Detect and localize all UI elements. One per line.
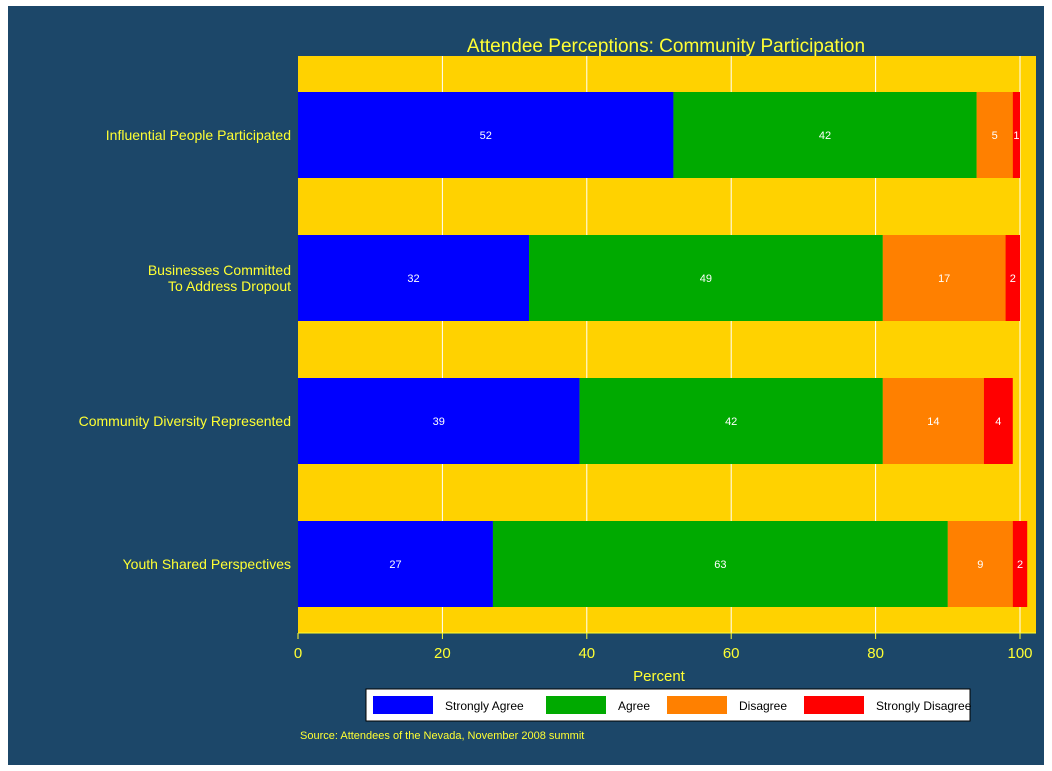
bar-value-label: 2 — [1017, 559, 1023, 571]
legend-swatch — [667, 696, 727, 714]
category-labels: Influential People Participated Businesse… — [79, 127, 292, 572]
chart-frame: Attendee Perceptions: Community Particip… — [8, 6, 1044, 765]
x-tick-label: 80 — [867, 645, 884, 662]
bar-segment — [492, 521, 948, 607]
bar-value-label: 39 — [433, 416, 445, 428]
bars: 52 42 5 1 32 49 17 2 39 42 14 4 27 63 9 2 — [298, 92, 1028, 607]
bar-segment — [673, 92, 977, 178]
x-tick-label: 100 — [1007, 645, 1032, 662]
category-label: Community Diversity Represented — [79, 413, 291, 429]
category-label: Influential People Participated — [106, 127, 291, 143]
x-tick-label: 0 — [294, 645, 302, 662]
bar-segment — [1012, 521, 1028, 607]
bar-segment — [1012, 92, 1020, 178]
bar-value-label: 42 — [819, 130, 831, 142]
legend-label: Disagree — [739, 699, 787, 713]
bar-segment — [1005, 235, 1020, 321]
x-axis: 0 20 40 60 80 100 — [294, 632, 1036, 662]
category-label: Businesses Committed — [148, 262, 291, 278]
bar-value-label: 1 — [1013, 130, 1019, 142]
legend-swatch — [546, 696, 606, 714]
category-label: Youth Shared Perspectives — [123, 556, 291, 572]
bar-value-label: 27 — [389, 559, 401, 571]
bar-value-label: 2 — [1010, 273, 1016, 285]
bar-segment — [298, 521, 493, 607]
bar-segment — [298, 378, 580, 464]
bar-segment — [579, 378, 883, 464]
x-axis-label: Percent — [633, 668, 686, 685]
legend: Strongly Agree Agree Disagree Strongly Disa… — [365, 688, 972, 722]
bar-segment — [298, 235, 530, 321]
bar-value-label: 5 — [992, 130, 998, 142]
category-label: To Address Dropout — [168, 278, 291, 294]
bar-value-label: 49 — [700, 273, 712, 285]
bar-segment — [298, 92, 674, 178]
stacked-bar-chart: Attendee Perceptions: Community Particip… — [79, 36, 1036, 742]
bar-segment — [983, 378, 1013, 464]
bar-value-label: 52 — [480, 130, 492, 142]
x-tick-label: 40 — [578, 645, 595, 662]
bar-value-label: 4 — [995, 416, 1001, 428]
x-tick-label: 60 — [723, 645, 740, 662]
legend-label: Strongly Agree — [445, 699, 524, 713]
source-note: Source: Attendees of the Nevada, Novembe… — [300, 730, 584, 742]
legend-swatch — [804, 696, 864, 714]
bar-value-label: 32 — [407, 273, 419, 285]
legend-label: Agree — [618, 699, 650, 713]
bar-segment — [976, 92, 1013, 178]
bar-value-label: 42 — [725, 416, 737, 428]
bar-segment — [882, 235, 1006, 321]
bar-segment — [947, 521, 1013, 607]
bar-value-label: 17 — [938, 273, 950, 285]
bar-value-label: 63 — [714, 559, 726, 571]
bar-segment — [529, 235, 883, 321]
bar-segment — [882, 378, 984, 464]
x-tick-label: 20 — [434, 645, 451, 662]
legend-swatch — [373, 696, 433, 714]
bar-value-label: 9 — [977, 559, 983, 571]
legend-label: Strongly Disagree — [876, 699, 972, 713]
bar-value-label: 14 — [927, 416, 939, 428]
chart-title: Attendee Perceptions: Community Particip… — [467, 36, 865, 57]
